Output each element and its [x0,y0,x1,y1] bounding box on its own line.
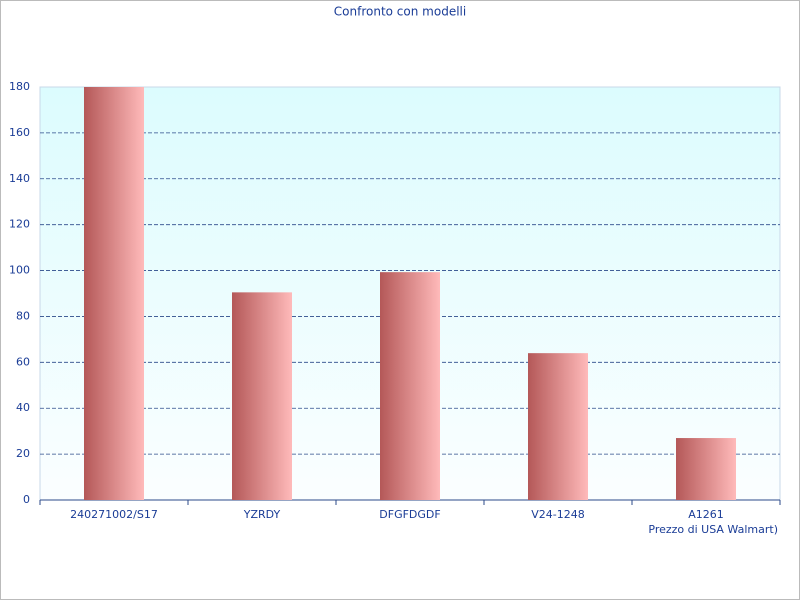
bar [380,272,440,500]
y-tick-label: 140 [9,172,30,185]
y-tick-label: 60 [16,355,30,368]
y-tick-label: 80 [16,309,30,322]
y-tick-label: 20 [16,447,30,460]
bar [232,292,292,500]
x-axis-label: Prezzo di USA Walmart) [648,523,778,536]
x-tick-label: YZRDY [243,508,281,521]
bar [676,438,736,500]
chart-title: Confronto con modelli [334,5,466,19]
x-tick-label: V24-1248 [531,508,585,521]
bar [84,87,144,500]
x-tick-label: DFGFDGDF [379,508,440,521]
bar [528,353,588,500]
y-tick-label: 160 [9,126,30,139]
y-tick-label: 100 [9,264,30,277]
y-tick-label: 120 [9,218,30,231]
y-tick-label: 180 [9,80,30,93]
y-tick-label: 0 [23,493,30,506]
y-tick-label: 40 [16,401,30,414]
x-tick-label: 240271002/S17 [70,508,158,521]
x-tick-label: A1261 [688,508,724,521]
